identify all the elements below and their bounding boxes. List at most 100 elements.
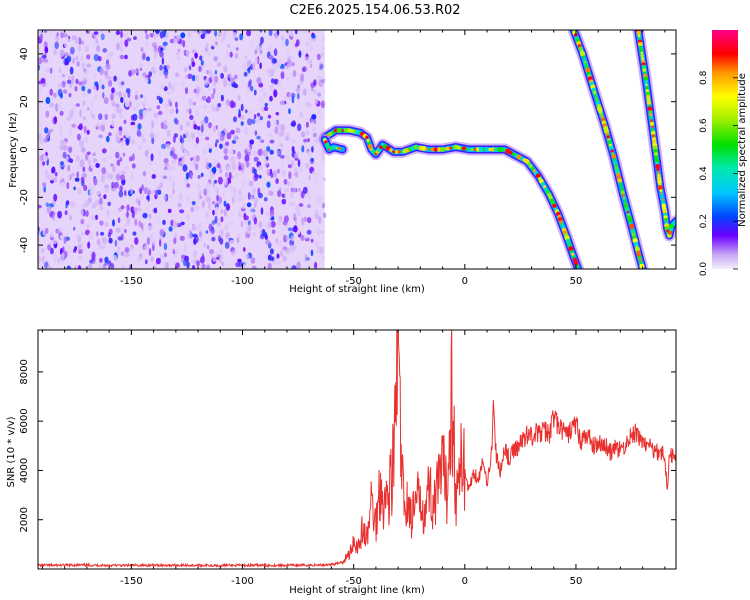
noise-speckle <box>222 31 226 40</box>
noise-speckle <box>205 211 209 219</box>
noise-speckle <box>61 73 65 78</box>
noise-speckle <box>159 239 162 247</box>
noise-speckle <box>276 150 280 157</box>
noise-speckle <box>317 230 320 237</box>
noise-speckle <box>220 96 224 102</box>
noise-speckle <box>223 177 229 186</box>
y-tick-label: 0 <box>19 146 30 152</box>
signal-core <box>378 145 383 150</box>
noise-speckle <box>102 237 108 245</box>
noise-speckle <box>67 38 71 43</box>
noise-speckle <box>120 227 125 234</box>
noise-speckle <box>44 30 47 33</box>
noise-speckle <box>206 30 212 34</box>
noise-speckle <box>196 260 200 267</box>
noise-speckle <box>212 209 215 216</box>
noise-speckle <box>60 161 64 166</box>
noise-speckle <box>240 169 245 175</box>
noise-speckle <box>247 192 251 200</box>
noise-speckle <box>309 234 313 239</box>
noise-speckle <box>314 98 318 105</box>
noise-speckle <box>204 78 208 86</box>
noise-speckle <box>319 66 323 71</box>
noise-speckle <box>100 33 105 41</box>
noise-speckle <box>215 251 219 258</box>
noise-speckle <box>320 51 325 58</box>
noise-speckle <box>232 116 238 123</box>
signal-core <box>440 147 446 152</box>
signal-core <box>465 147 468 151</box>
noise-speckle <box>49 172 55 181</box>
noise-speckle <box>73 186 76 191</box>
signal-core <box>651 128 655 132</box>
noise-speckle <box>118 91 123 98</box>
noise-speckle <box>181 158 185 164</box>
signal-core <box>449 146 452 150</box>
spectrogram-y-label: Frequency (Hz) <box>8 112 19 188</box>
noise-speckle <box>223 148 228 155</box>
noise-speckle <box>321 35 325 43</box>
noise-speckle <box>257 192 263 199</box>
noise-speckle <box>305 192 309 198</box>
signal-core <box>663 212 667 216</box>
noise-speckle <box>278 215 283 222</box>
noise-speckle <box>213 80 217 87</box>
noise-speckle <box>248 220 251 226</box>
noise-speckle <box>212 182 215 188</box>
noise-speckle <box>61 252 65 260</box>
noise-speckle <box>147 187 151 194</box>
noise-speckle <box>81 92 87 98</box>
noise-speckle <box>64 210 68 216</box>
signal-core <box>355 129 360 135</box>
noise-speckle <box>299 165 304 173</box>
noise-speckle <box>212 257 217 262</box>
noise-speckle <box>158 235 164 240</box>
noise-speckle <box>310 249 314 257</box>
noise-speckle <box>86 54 91 60</box>
noise-speckle <box>123 92 127 99</box>
noise-speckle <box>128 70 132 77</box>
noise-speckle <box>285 235 290 241</box>
noise-speckle <box>282 42 286 48</box>
noise-speckle <box>71 123 76 128</box>
noise-speckle <box>300 234 305 241</box>
noise-speckle <box>49 247 54 255</box>
noise-speckle <box>122 152 126 157</box>
noise-speckle <box>185 87 188 95</box>
noise-speckle <box>233 83 239 89</box>
noise-speckle <box>198 190 202 195</box>
signal-core <box>648 110 652 114</box>
noise-speckle <box>139 188 143 195</box>
noise-speckle <box>259 30 262 33</box>
noise-speckle <box>237 188 243 196</box>
snr-y-ticks: 2000 4000 6000 8000 <box>19 359 676 532</box>
signal-track-outer <box>320 126 583 269</box>
noise-speckle <box>92 152 96 157</box>
noise-speckle <box>69 110 74 118</box>
noise-speckle <box>64 246 67 252</box>
signal-core <box>643 71 647 75</box>
noise-speckle <box>219 165 222 174</box>
noise-speckle <box>108 228 113 235</box>
noise-speckle <box>80 40 85 45</box>
noise-speckle <box>320 150 325 159</box>
noise-speckle <box>102 48 108 53</box>
noise-speckle <box>209 170 215 179</box>
noise-speckle <box>136 102 140 109</box>
noise-speckle <box>62 151 67 159</box>
noise-speckle <box>282 246 288 251</box>
noise-speckle <box>246 202 252 208</box>
signal-core <box>367 144 373 149</box>
noise-speckle <box>59 131 63 136</box>
noise-speckle <box>130 114 135 121</box>
noise-speckle <box>75 78 79 84</box>
noise-speckle <box>308 59 313 65</box>
noise-speckle <box>158 150 161 157</box>
noise-speckle <box>62 33 68 38</box>
noise-speckle <box>318 110 323 118</box>
noise-speckle <box>151 136 155 145</box>
noise-speckle <box>95 231 99 237</box>
noise-speckle <box>163 263 167 269</box>
noise-speckle <box>224 241 230 249</box>
noise-speckle <box>234 156 239 161</box>
